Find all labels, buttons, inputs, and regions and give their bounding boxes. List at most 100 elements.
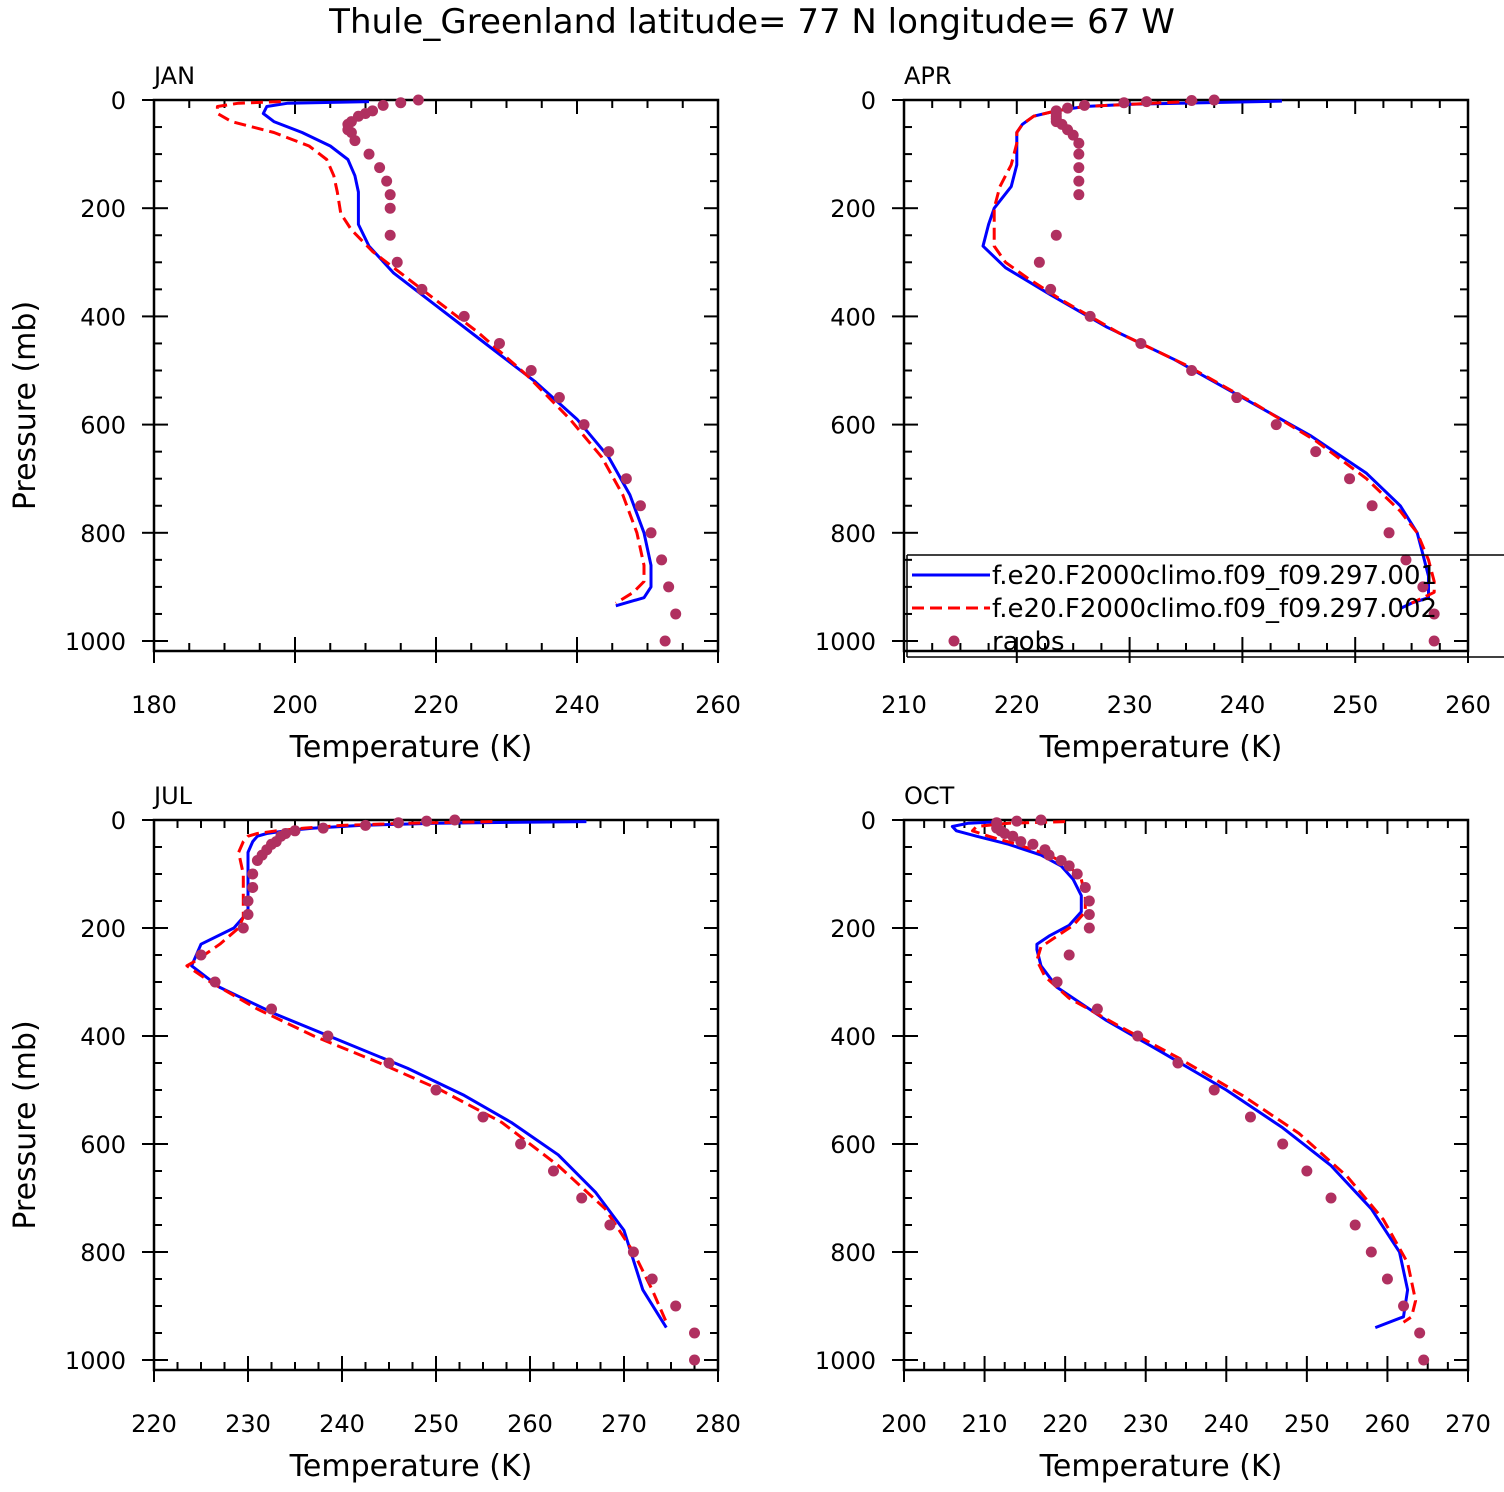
raobs-point (242, 909, 254, 920)
y-tick-label: 400 (830, 1023, 876, 1051)
raobs-point (383, 1057, 395, 1069)
raobs-point (363, 148, 375, 160)
raobs-point (576, 1192, 588, 1204)
x-tick-label: 210 (962, 1410, 1008, 1438)
raobs-point (1063, 949, 1075, 961)
raobs-point (1186, 95, 1198, 107)
y-tick-label: 600 (830, 412, 876, 440)
model-002-line (992, 99, 1436, 605)
raobs-point (1428, 608, 1440, 620)
raobs-point (1366, 500, 1378, 512)
raobs-point (525, 365, 537, 376)
raobs-point (421, 815, 433, 827)
raobs-point (620, 473, 632, 485)
model-002-line (971, 820, 1418, 1324)
raobs-point (645, 527, 657, 539)
x-tick-label: 260 (1365, 1410, 1411, 1438)
raobs-point (1027, 838, 1039, 850)
raobs-point (1365, 1246, 1377, 1258)
raobs-point (381, 175, 393, 187)
panel-title: APR (904, 62, 952, 90)
raobs-point (646, 1273, 658, 1285)
raobs-point (1062, 102, 1074, 114)
x-tick-label: 240 (554, 691, 600, 719)
raobs-point (1033, 256, 1045, 268)
raobs-point (1083, 922, 1095, 934)
y-tick-label: 200 (830, 195, 876, 223)
model-001-line (981, 99, 1430, 610)
raobs-point (1325, 1192, 1337, 1204)
legend-entry-label: raobs (992, 627, 1065, 657)
raobs-point (1055, 855, 1067, 866)
panel-jan: JAN 0 200 400 600 800 1000 180 200 220 240 260 Tempe… (8, 62, 741, 765)
y-axis-label: Pressure (mb) (8, 301, 43, 510)
raobs-point (1073, 189, 1085, 201)
x-tick-label: 200 (881, 1410, 927, 1438)
y-tick-label: 1000 (815, 628, 876, 656)
y-tick-label: 600 (830, 1131, 876, 1159)
model-002-line (215, 100, 646, 605)
raobs-point (1043, 849, 1055, 861)
raobs-point (1414, 1327, 1426, 1339)
raobs-point (1067, 129, 1079, 141)
raobs-point (1344, 473, 1356, 485)
x-tick-label: 260 (507, 1410, 553, 1438)
x-tick-label: 250 (1332, 691, 1378, 719)
raobs-point (322, 1030, 334, 1042)
raobs-point (416, 283, 428, 295)
raobs-point (289, 825, 301, 837)
raobs-point (1383, 527, 1395, 539)
panel-title: OCT (904, 782, 955, 810)
y-tick-label: 600 (80, 412, 126, 440)
raobs-point (430, 1084, 442, 1096)
raobs-point (392, 817, 404, 829)
raobs-point (377, 99, 389, 111)
y-tick-label: 800 (830, 1239, 876, 1267)
raobs-point (1063, 860, 1075, 872)
x-tick-label: 230 (225, 1410, 271, 1438)
model-002-line (185, 820, 668, 1323)
raobs-point (209, 976, 221, 988)
x-tick-label: 230 (1107, 691, 1153, 719)
x-tick-label: 240 (1203, 1410, 1249, 1438)
raobs-point (1083, 895, 1095, 907)
raobs-point (604, 1219, 616, 1231)
raobs-point (1073, 137, 1085, 149)
y-tick-label: 400 (80, 303, 126, 331)
y-tick-label: 1000 (815, 1347, 876, 1375)
raobs-point (578, 419, 590, 431)
y-tick-label: 0 (861, 807, 876, 835)
x-tick-label: 180 (131, 691, 177, 719)
raobs-point (412, 94, 424, 106)
raobs-point (266, 1003, 277, 1015)
raobs-point (1132, 1030, 1144, 1042)
raobs-point (515, 1138, 527, 1150)
y-tick-label: 400 (80, 1023, 126, 1051)
raobs-point (1051, 976, 1063, 988)
raobs-point (1277, 1138, 1289, 1150)
raobs-point (449, 814, 461, 826)
raobs-point (1398, 1300, 1410, 1312)
raobs-point (634, 500, 646, 512)
raobs-point (195, 949, 207, 961)
raobs-point (1381, 1273, 1393, 1285)
raobs-point (670, 608, 682, 620)
raobs-point (384, 202, 396, 214)
raobs-point (1208, 94, 1220, 106)
panel-apr: APR 0 200 400 600 800 1000 210 220 230 240 250 260 Te… (815, 62, 1491, 765)
raobs-point (603, 446, 615, 458)
panel-title: JUL (152, 782, 193, 810)
y-tick-label: 0 (861, 87, 876, 115)
raobs-point (1050, 229, 1062, 241)
y-axis-label: Pressure (mb) (8, 1020, 43, 1229)
raobs-point (360, 819, 371, 831)
y-tick-label: 400 (830, 303, 876, 331)
y-tick-label: 200 (830, 915, 876, 943)
raobs-point (659, 635, 671, 647)
raobs-point (1045, 283, 1057, 295)
raobs-point (1079, 882, 1091, 893)
y-tick-label: 800 (80, 520, 126, 548)
raobs-point (237, 922, 249, 934)
raobs-point (656, 554, 668, 566)
